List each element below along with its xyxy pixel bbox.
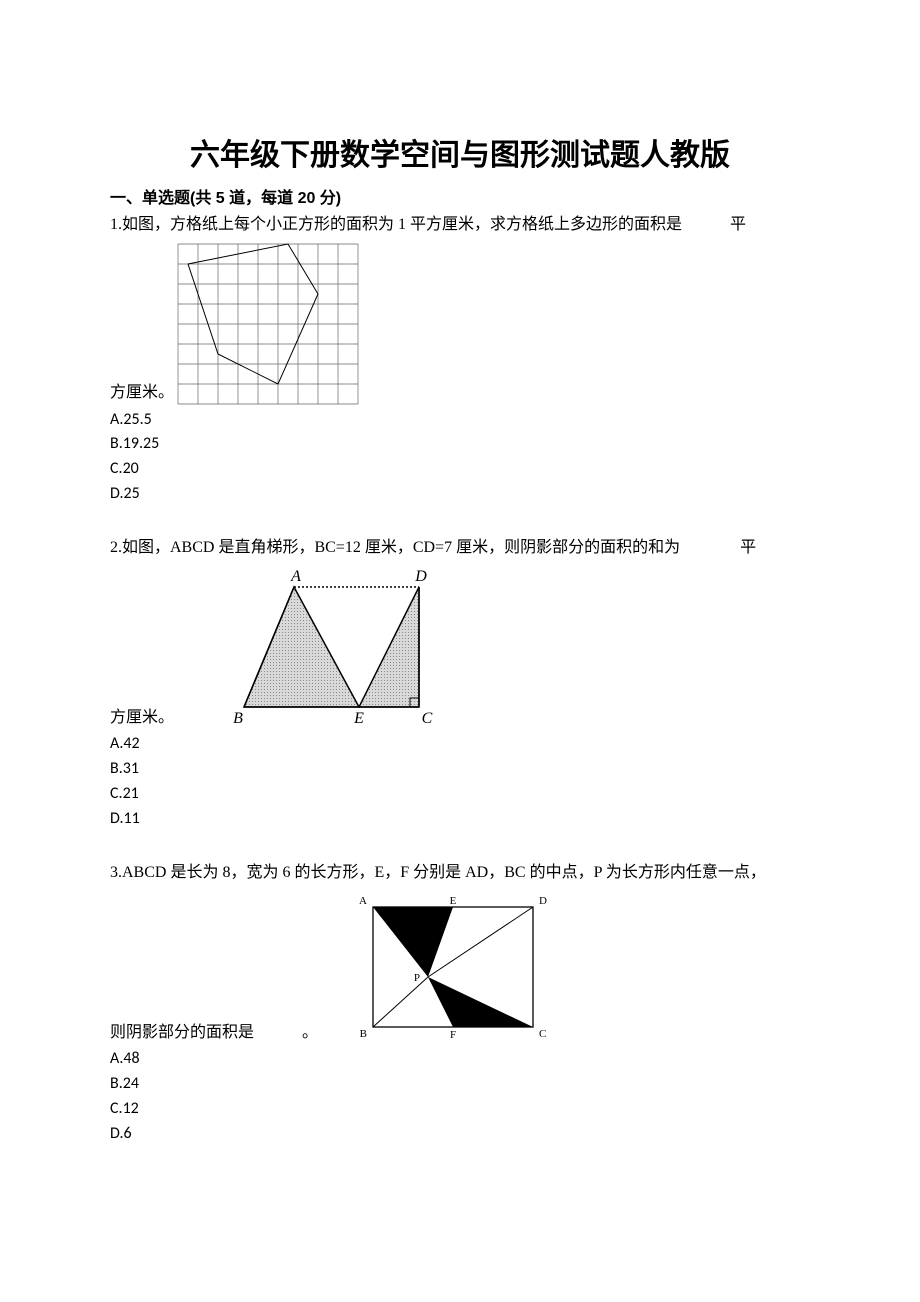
q2-figure-row: 方厘米。 A D B C E	[110, 562, 810, 732]
q3-tail-post: 。	[302, 1020, 318, 1046]
q3-option-d: D.6	[110, 1122, 810, 1147]
q3-option-b: B.24	[110, 1072, 810, 1097]
q1-text-line1: 1.如图，方格纸上每个小正方形的面积为 1 平方厘米，求方格纸上多边形的面积是 平	[110, 212, 810, 238]
q1-post: 平	[730, 216, 746, 233]
q1-tail: 方厘米。	[110, 380, 174, 406]
svg-text:B: B	[233, 710, 243, 727]
q3-option-a: A.48	[110, 1047, 810, 1072]
q1-figure-row: 方厘米。	[110, 240, 810, 408]
q3-figure: A E D B F C P	[348, 887, 548, 1047]
q2-tail: 方厘米。	[110, 705, 174, 731]
q2-post: 平	[740, 539, 756, 556]
question-1: 1.如图，方格纸上每个小正方形的面积为 1 平方厘米，求方格纸上多边形的面积是 平…	[110, 212, 810, 507]
svg-text:B: B	[360, 1028, 367, 1040]
question-3: 3.ABCD 是长为 8，宽为 6 的长方形，E，F 分别是 AD，BC 的中点…	[110, 860, 810, 1147]
svg-text:C: C	[422, 710, 433, 727]
q1-pre: 1.如图，方格纸上每个小正方形的面积为 1 平方厘米，求方格纸上多边形的面积是	[110, 216, 682, 233]
q1-option-d: D.25	[110, 482, 810, 507]
q2-option-a: A.42	[110, 732, 810, 757]
svg-text:D: D	[539, 895, 547, 907]
section-heading: 一、单选题(共 5 道，每道 20 分)	[110, 184, 810, 208]
q3-pre: 3.ABCD 是长为 8，宽为 6 的长方形，E，F 分别是 AD，BC 的中点…	[110, 864, 766, 881]
q2-figure: A D B C E	[224, 562, 454, 732]
q2-text-line1: 2.如图，ABCD 是直角梯形，BC=12 厘米，CD=7 厘米，则阴影部分的面…	[110, 535, 810, 561]
q1-blank	[682, 228, 730, 229]
svg-text:E: E	[450, 895, 457, 907]
q3-figure-row: 则阴影部分的面积是 。 A E D B F C P	[110, 887, 810, 1047]
q3-text-line1: 3.ABCD 是长为 8，宽为 6 的长方形，E，F 分别是 AD，BC 的中点…	[110, 860, 810, 886]
q3-blank	[254, 1044, 302, 1045]
q3-option-c: C.12	[110, 1097, 810, 1122]
svg-text:D: D	[414, 568, 427, 585]
svg-text:P: P	[414, 972, 420, 984]
svg-text:C: C	[539, 1028, 546, 1040]
svg-text:A: A	[359, 895, 367, 907]
q1-option-b: B.19.25	[110, 432, 810, 457]
q1-option-c: C.20	[110, 457, 810, 482]
q1-figure	[174, 240, 362, 408]
page: 六年级下册数学空间与图形测试题人教版 一、单选题(共 5 道，每道 20 分) …	[0, 0, 920, 1234]
question-2: 2.如图，ABCD 是直角梯形，BC=12 厘米，CD=7 厘米，则阴影部分的面…	[110, 535, 810, 832]
svg-text:E: E	[353, 710, 364, 727]
q1-option-a: A.25.5	[110, 408, 810, 433]
q3-tail-pre: 则阴影部分的面积是	[110, 1020, 254, 1046]
q2-option-b: B.31	[110, 757, 810, 782]
q2-blank	[680, 551, 740, 552]
svg-text:A: A	[290, 568, 301, 585]
q2-option-c: C.21	[110, 782, 810, 807]
q2-pre: 2.如图，ABCD 是直角梯形，BC=12 厘米，CD=7 厘米，则阴影部分的面…	[110, 539, 680, 556]
svg-text:F: F	[450, 1029, 456, 1041]
q2-option-d: D.11	[110, 807, 810, 832]
page-title: 六年级下册数学空间与图形测试题人教版	[110, 130, 810, 174]
